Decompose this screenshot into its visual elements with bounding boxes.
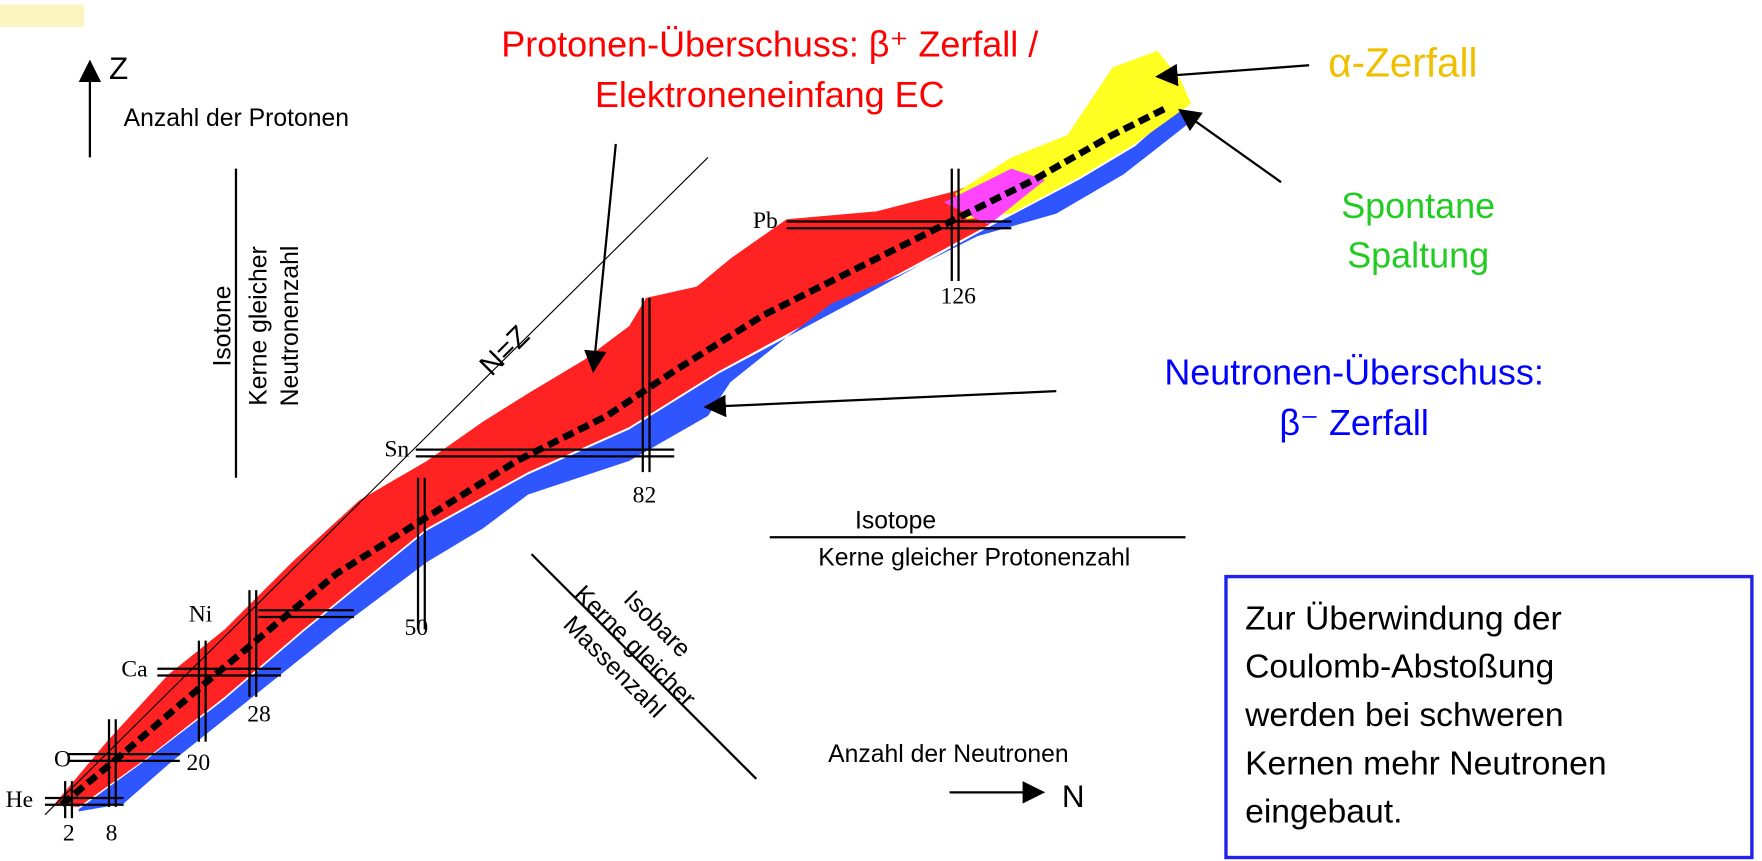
element-label: Ni — [189, 602, 213, 628]
magic-number: 2 — [63, 821, 75, 847]
alpha-label: α-Zerfall — [1328, 40, 1477, 86]
isotone-line: Kerne gleicher — [245, 246, 272, 405]
n-label: Anzahl der Neutronen — [828, 741, 1068, 768]
note-line: werden bei schweren — [1244, 696, 1564, 734]
magic-number: 50 — [405, 615, 429, 641]
magic-number: 28 — [247, 702, 271, 728]
nz-label: N=Z — [474, 320, 536, 382]
isotope-title: Isotope — [855, 507, 936, 534]
neutron-excess: β⁻ Zerfall — [1279, 402, 1428, 443]
isotone-line: Neutronenzahl — [277, 246, 304, 407]
nuclide-band — [53, 50, 1192, 812]
isobare-bar — [530, 553, 758, 780]
note-line: eingebaut. — [1245, 793, 1402, 831]
n-symbol: N — [1062, 779, 1085, 814]
isotone-title: Isotone — [209, 285, 236, 366]
z-symbol: Z — [109, 51, 128, 86]
magic-number: 20 — [187, 750, 211, 776]
arrow — [1155, 63, 1310, 87]
element-label: Pb — [753, 208, 778, 234]
z-label: Anzahl der Protonen — [124, 105, 349, 132]
element-label: He — [6, 787, 34, 813]
magic-number: 82 — [633, 482, 657, 508]
element-label: Ca — [121, 657, 148, 683]
note-line: Coulomb-Abstoßung — [1245, 648, 1554, 686]
proton-excess: Protonen-Überschuss: β⁺ Zerfall / — [501, 23, 1038, 64]
magic-lines — [44, 168, 1012, 819]
arrow — [584, 143, 617, 374]
isotope-line: Kerne gleicher Protonenzahl — [818, 544, 1130, 571]
arrow — [1178, 108, 1282, 184]
neutron-excess: Neutronen-Überschuss: — [1164, 351, 1544, 392]
fission-label: Spaltung — [1347, 235, 1489, 276]
arrow — [703, 390, 1057, 418]
proton-excess: Elektroneneinfang EC — [595, 74, 945, 115]
element-label: Sn — [384, 436, 409, 462]
magic-number: 126 — [941, 284, 977, 310]
magic-number: 8 — [106, 821, 118, 847]
note-box — [1224, 574, 1754, 860]
note-line: Kernen mehr Neutronen — [1245, 744, 1607, 782]
element-label: O — [54, 746, 71, 772]
nz-line — [44, 157, 709, 816]
fission-label: Spontane — [1341, 185, 1495, 226]
corner-mark — [0, 4, 85, 28]
note-line: Zur Überwindung der — [1245, 599, 1562, 637]
